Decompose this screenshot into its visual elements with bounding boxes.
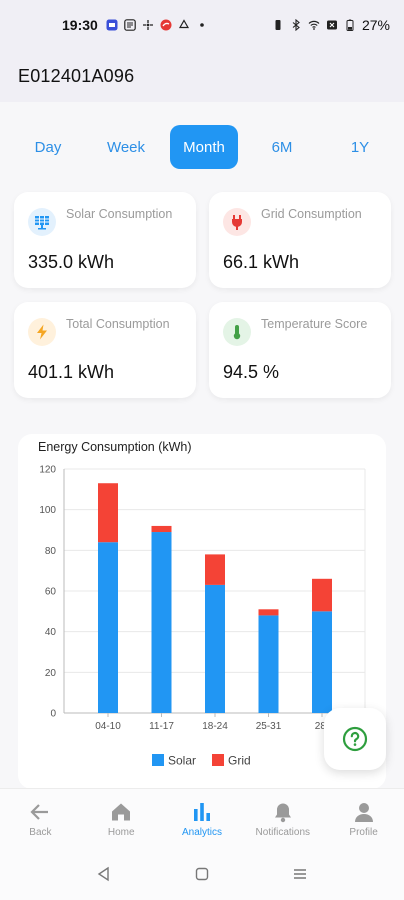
- dot-icon: [200, 23, 204, 27]
- status-notification-icons: [106, 19, 208, 31]
- bell-icon: [272, 801, 294, 823]
- message-icon: [124, 19, 136, 31]
- plug-icon: [223, 208, 251, 236]
- period-tabs: Day Week Month 6M 1Y: [14, 124, 394, 170]
- card-label: Total Consumption: [66, 317, 170, 331]
- wifi-icon: [308, 20, 320, 30]
- nav-back[interactable]: Back: [0, 789, 81, 848]
- app-icon: [160, 19, 172, 31]
- tab-6m[interactable]: 6M: [271, 138, 293, 156]
- system-back-button[interactable]: [94, 864, 114, 884]
- status-bar: 19:30 27%: [0, 0, 404, 50]
- system-home-button[interactable]: [192, 864, 212, 884]
- tab-month[interactable]: Month: [170, 125, 238, 169]
- system-navigation: [0, 848, 404, 900]
- square-home-icon: [195, 867, 209, 881]
- chart-title: Energy Consumption (kWh): [38, 440, 192, 454]
- help-button[interactable]: [324, 708, 386, 770]
- nav-profile[interactable]: Profile: [323, 789, 404, 848]
- nav-label: Notifications: [255, 827, 311, 838]
- system-recents-button[interactable]: [290, 864, 310, 884]
- person-icon: [353, 801, 375, 823]
- card-label: Temperature Score: [261, 317, 368, 331]
- app-header: E012401A096: [0, 50, 404, 102]
- tab-week[interactable]: Week: [106, 138, 146, 156]
- vibrate-icon: [275, 20, 281, 30]
- tab-1y[interactable]: 1Y: [350, 138, 370, 156]
- solar-panel-icon: [28, 208, 56, 236]
- grid-consumption-card: Grid Consumption 66.1 kWh: [209, 192, 391, 288]
- messenger-icon: [106, 19, 118, 31]
- status-time: 19:30: [62, 17, 98, 33]
- nav-analytics[interactable]: Analytics: [162, 789, 243, 848]
- tab-day[interactable]: Day: [34, 138, 62, 156]
- recycle-icon: [178, 19, 189, 29]
- card-value: 66.1 kWh: [223, 252, 300, 272]
- solar-consumption-card: Solar Consumption 335.0 kWh: [14, 192, 196, 288]
- no-sim-icon: [326, 20, 337, 30]
- card-label: Solar Consumption: [66, 207, 173, 221]
- home-icon: [110, 801, 132, 823]
- card-value: 335.0 kWh: [28, 252, 115, 272]
- nav-home[interactable]: Home: [81, 789, 162, 848]
- question-icon: [342, 726, 368, 752]
- nav-notifications[interactable]: Notifications: [242, 789, 323, 848]
- lightning-icon: [28, 318, 56, 346]
- battery-percent: 27%: [361, 17, 390, 33]
- fan-icon: [142, 20, 153, 30]
- nav-label: Analytics: [181, 827, 222, 838]
- triangle-back-icon: [97, 866, 109, 882]
- recents-icon: [294, 869, 306, 879]
- thermometer-icon: [223, 318, 251, 346]
- temperature-score-card: Temperature Score 94.5 %: [209, 302, 391, 398]
- status-system-icons: 27%: [272, 17, 390, 33]
- nav-label: Home: [107, 827, 135, 838]
- nav-label: Profile: [349, 827, 378, 838]
- card-value: 401.1 kWh: [28, 362, 115, 382]
- bluetooth-icon: [292, 19, 300, 31]
- bottom-navigation: Back Home Analytics Notifications Profil…: [0, 788, 404, 848]
- card-value: 94.5 %: [223, 362, 280, 382]
- arrow-left-icon: [29, 801, 51, 823]
- nav-label: Back: [29, 827, 52, 838]
- page-title: E012401A096: [18, 65, 135, 86]
- card-label: Grid Consumption: [261, 207, 362, 221]
- battery-icon: [346, 19, 354, 31]
- total-consumption-card: Total Consumption 401.1 kWh: [14, 302, 196, 398]
- analytics-icon: [191, 801, 213, 823]
